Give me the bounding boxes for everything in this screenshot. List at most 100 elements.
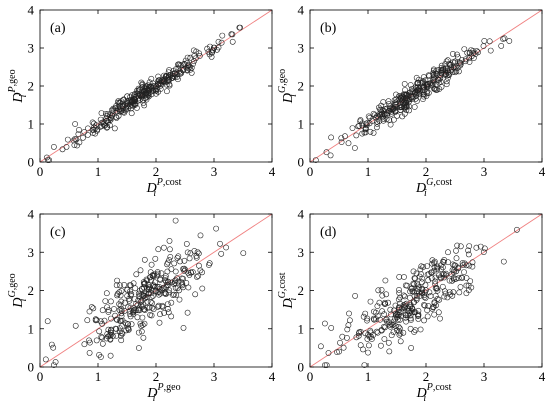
data-point [415,311,422,318]
data-point [113,282,120,289]
x-axis-label: DG,cost i [415,177,452,199]
data-point [424,313,431,320]
data-point [458,274,465,281]
data-point [466,50,473,56]
data-point [411,104,418,110]
data-point [113,115,120,121]
data-point [424,90,431,97]
data-point [437,72,443,78]
data-point [148,261,155,268]
data-point [366,120,373,127]
data-point [415,315,422,322]
data-point [380,117,387,124]
data-point [372,114,379,121]
data-point [374,121,381,127]
data-point [219,32,226,39]
data-point [473,48,480,54]
data-point [410,268,417,275]
data-point [321,320,328,327]
data-point [118,310,125,317]
data-point [343,334,350,341]
data-point [141,320,148,327]
data-point [172,217,179,224]
scatter-points [312,35,513,163]
data-point [434,295,441,302]
data-point [174,254,181,261]
data-point [465,247,471,254]
data-point [431,311,438,318]
data-point [407,288,413,295]
data-point [128,110,135,117]
data-point [459,275,465,281]
data-point [150,292,156,299]
data-point [155,88,162,95]
data-point [412,309,419,316]
data-point [170,281,177,287]
y-axis-label-sup-rest: ,cost [277,272,288,291]
data-point [317,343,324,350]
data-point [168,313,175,320]
data-point [183,240,190,247]
data-point [397,338,404,345]
data-point [386,117,393,124]
data-point [103,335,110,342]
scatter-points [42,217,247,368]
data-point [126,311,133,317]
y-tick-label: 2 [298,283,305,298]
data-point [163,88,170,95]
data-point [360,346,366,353]
data-point [453,247,459,254]
panel-label: (d) [320,225,337,240]
data-point [125,321,132,327]
data-point [145,82,152,88]
data-point [451,267,458,273]
data-point [370,315,377,322]
data-point [137,267,144,274]
y-axis-label-sup: P [7,86,18,93]
data-point [163,284,170,291]
data-point [136,287,143,294]
data-point [165,74,172,81]
data-point [407,325,414,332]
data-point [167,253,174,260]
data-point [421,292,427,299]
data-point [131,296,138,302]
data-point [418,271,424,277]
data-point [325,350,332,356]
data-point [364,315,371,322]
data-point [140,306,147,313]
data-point [427,293,434,299]
data-point [444,69,451,76]
data-point [146,90,153,97]
data-point [159,303,166,310]
data-point [218,250,225,257]
data-point [124,286,131,293]
data-point [370,129,377,136]
data-point [454,54,461,60]
data-point [193,254,200,261]
data-point [334,349,340,355]
data-point [76,126,82,133]
data-point [327,152,334,159]
y-tick-label: 1 [28,321,35,336]
data-point [229,38,236,45]
data-point [328,134,334,141]
data-point [130,307,137,314]
data-point [433,87,439,93]
data-point [487,47,494,54]
data-point [128,291,135,297]
data-point [84,317,91,324]
x-tick-label: 0 [307,164,314,179]
y-axis-label-sub: i [18,298,29,301]
data-point [401,81,408,87]
data-point [462,58,469,65]
data-point [439,271,446,278]
data-point [143,294,150,301]
data-point [164,259,171,266]
data-point [351,145,358,151]
data-point [421,302,428,309]
data-point [400,292,407,299]
data-point [108,114,114,121]
data-point [192,291,199,298]
data-point [186,255,193,262]
